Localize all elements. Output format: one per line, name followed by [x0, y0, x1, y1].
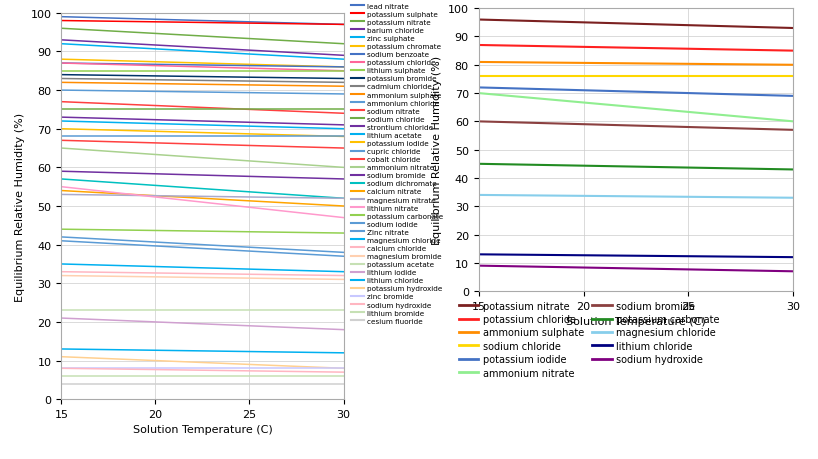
Legend: potassium nitrate, potassium chloride, ammonium sulphate, sodium chloride, potas: potassium nitrate, potassium chloride, a… — [459, 301, 720, 378]
Legend: lead nitrate, potassium sulphate, potassium nitrate, barium chloride, zinc sulph: lead nitrate, potassium sulphate, potass… — [351, 4, 443, 324]
Y-axis label: Equilibrium Relative Humidity (%): Equilibrium Relative Humidity (%) — [15, 112, 25, 301]
X-axis label: Solution Temperature (C): Solution Temperature (C) — [566, 317, 706, 327]
X-axis label: Solution Temperature (C): Solution Temperature (C) — [133, 425, 272, 435]
Y-axis label: Equilibrium Relative Humidity (%): Equilibrium Relative Humidity (%) — [432, 56, 443, 245]
